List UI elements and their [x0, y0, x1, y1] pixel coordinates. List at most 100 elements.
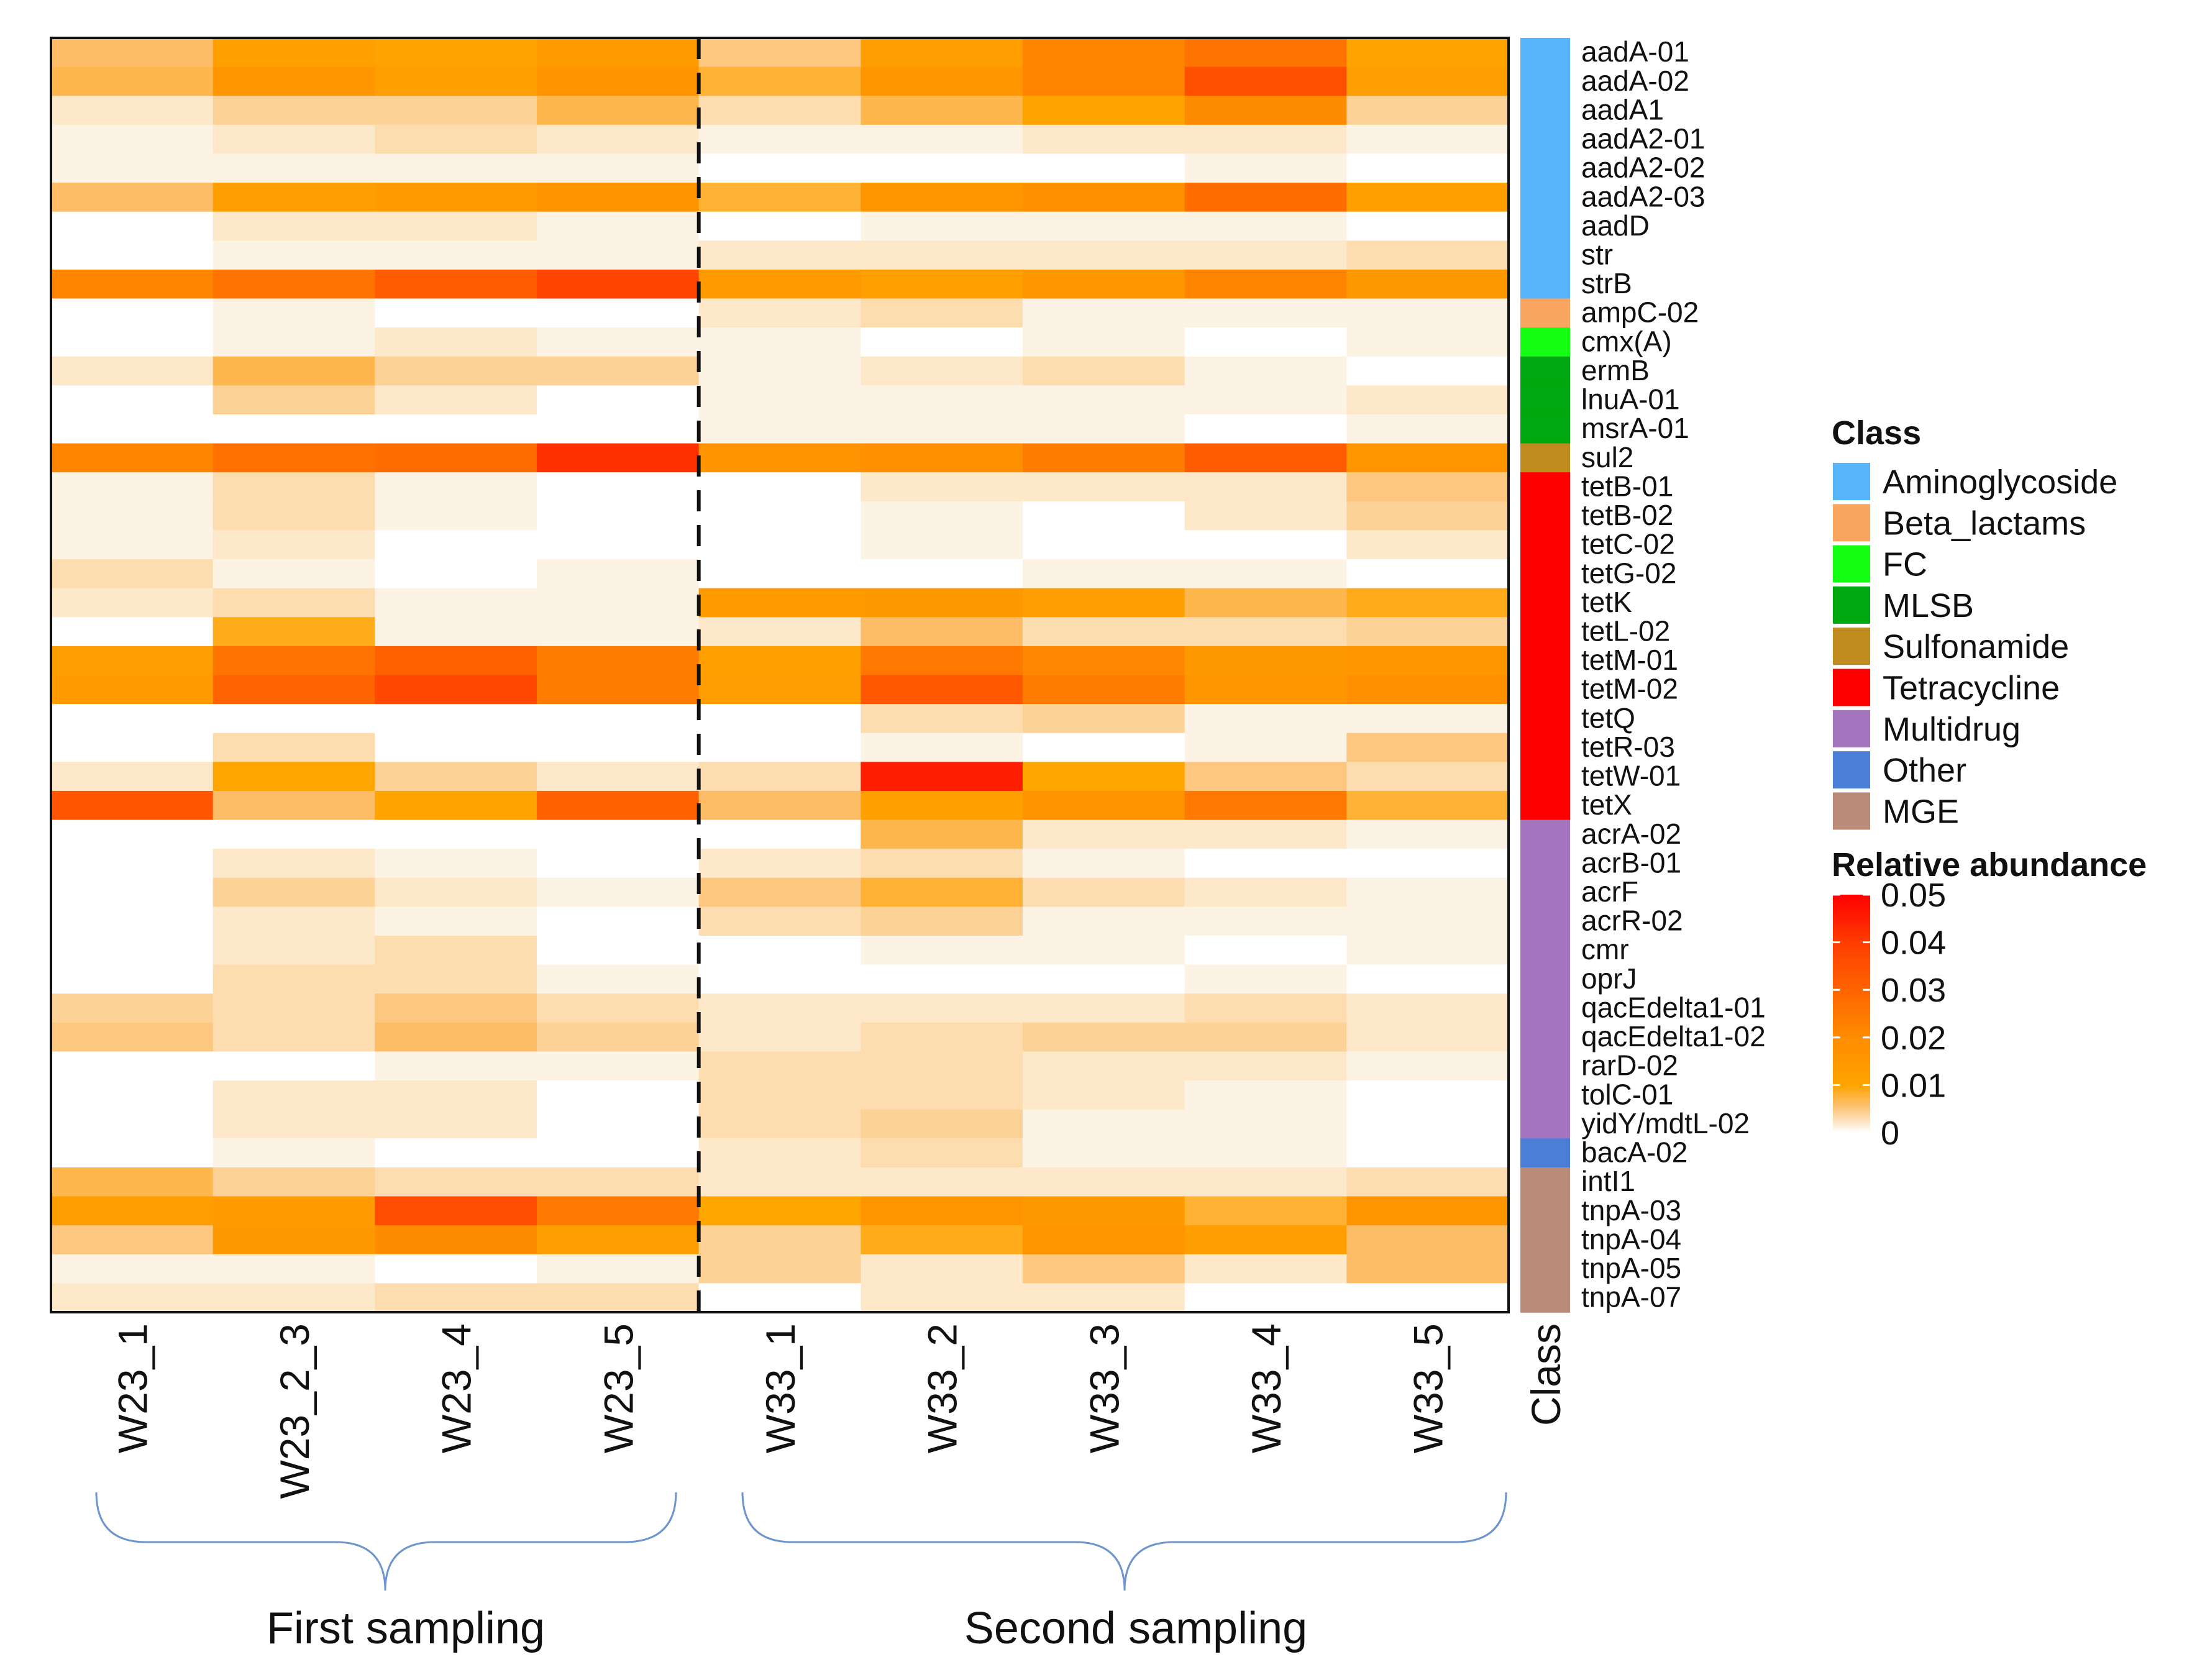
legend-swatch [1833, 586, 1870, 624]
column-label: W33_2 [920, 1323, 966, 1453]
heatmap-cell [698, 443, 862, 473]
color-ramp-step [1833, 974, 1870, 977]
class-bar-segment [1520, 385, 1570, 415]
heatmap-cell [375, 414, 537, 444]
heatmap-cell [51, 1138, 214, 1168]
heatmap-cell [698, 327, 862, 357]
heatmap-cell [537, 733, 700, 763]
heatmap-cell [212, 153, 376, 183]
heatmap-cell [698, 414, 862, 444]
class-bar-segment [1520, 762, 1570, 792]
heatmap-cell [1184, 1167, 1348, 1197]
class-bar-segment [1520, 530, 1570, 560]
heatmap-cell [375, 964, 537, 995]
heatmap-cell [51, 646, 214, 676]
heatmap-cell [1023, 1022, 1185, 1052]
legend-label: Tetracycline [1883, 670, 2060, 707]
heatmap-cell [537, 964, 700, 995]
heatmap-cell [51, 849, 214, 879]
heatmap-cell [1184, 472, 1348, 502]
heatmap-cell [1184, 993, 1348, 1023]
heatmap-cell [1184, 183, 1348, 212]
heatmap-cell [1023, 414, 1185, 444]
heatmap-cell [1023, 1196, 1185, 1226]
heatmap-cell [861, 675, 1023, 705]
class-bar-segment [1520, 849, 1570, 879]
heatmap-cell [861, 877, 1023, 908]
heatmap-cell [375, 183, 537, 212]
heatmap-cell [212, 1254, 376, 1284]
heatmap-cell [51, 762, 214, 792]
bracket-first-sampling [95, 1492, 677, 1591]
heatmap-cell [212, 1051, 376, 1081]
row-label: acrA-02 [1581, 818, 1681, 850]
heatmap-cell [698, 211, 862, 242]
heatmap-cell [698, 964, 862, 995]
color-ramp-step [1833, 980, 1870, 983]
heatmap-cell [537, 1138, 700, 1168]
heatmap-cell [537, 211, 700, 242]
color-tick-label: 0.05 [1881, 877, 1946, 914]
heatmap-cell [861, 240, 1023, 270]
heatmap-cell [1184, 675, 1348, 705]
heatmap-cell [51, 1051, 214, 1081]
heatmap-cell [1346, 1167, 1509, 1197]
heatmap-cell [698, 183, 862, 212]
class-bar-segment [1520, 1254, 1570, 1284]
heatmap-cell [861, 1051, 1023, 1081]
heatmap-cell [1346, 1080, 1509, 1110]
heatmap-cell [1184, 1051, 1348, 1081]
class-bar-segment [1520, 704, 1570, 734]
heatmap-cell [1346, 240, 1509, 270]
class-bar-segment [1520, 124, 1570, 155]
class-bar-segment [1520, 993, 1570, 1023]
heatmap-cell [1184, 414, 1348, 444]
class-bar-segment [1520, 1225, 1570, 1255]
legend-label: Other [1883, 752, 1966, 789]
heatmap-cell [51, 211, 214, 242]
row-label: tnpA-04 [1581, 1223, 1681, 1255]
legend-swatch [1833, 669, 1870, 706]
heatmap-cell [698, 588, 862, 618]
heatmap-cell [861, 501, 1023, 531]
heatmap-cell [1023, 762, 1185, 792]
heatmap-cell [212, 124, 376, 155]
heatmap-cell [861, 790, 1023, 821]
heatmap-cell [861, 704, 1023, 734]
heatmap-cell [1184, 733, 1348, 763]
heatmap-cell [537, 298, 700, 328]
row-label: strB [1581, 267, 1632, 299]
heatmap-cell [1184, 66, 1348, 97]
heatmap-cell [51, 733, 214, 763]
row-label: tetK [1581, 586, 1632, 618]
heatmap-cell [212, 501, 376, 531]
color-ramp-step [1833, 900, 1870, 903]
plot-border [50, 37, 1510, 1313]
heatmap-cell [212, 1138, 376, 1168]
heatmap-cell [1023, 559, 1185, 589]
heatmap-cell [51, 790, 214, 821]
heatmap-cell [698, 733, 862, 763]
heatmap-cell [51, 559, 214, 589]
heatmap-cell [698, 993, 862, 1023]
color-ramp-step [1833, 908, 1870, 911]
row-label: msrA-01 [1581, 412, 1689, 444]
color-ramp-step [1833, 1047, 1870, 1050]
heatmap-cell [1184, 762, 1348, 792]
heatmap-cell [51, 993, 214, 1023]
heatmap-cell [1184, 877, 1348, 908]
class-legend-title: Class [1832, 414, 1921, 452]
heatmap-cell [212, 472, 376, 502]
heatmap-cell [51, 183, 214, 212]
heatmap-cell [698, 1225, 862, 1255]
heatmap-cell [375, 530, 537, 560]
class-bar-segment [1520, 501, 1570, 531]
color-ramp-step [1833, 1059, 1870, 1062]
legend-swatch [1833, 463, 1870, 500]
heatmap-cell [537, 559, 700, 589]
color-ramp-step [1833, 898, 1870, 902]
heatmap-cell [51, 964, 214, 995]
column-label: W33_3 [1081, 1323, 1127, 1453]
